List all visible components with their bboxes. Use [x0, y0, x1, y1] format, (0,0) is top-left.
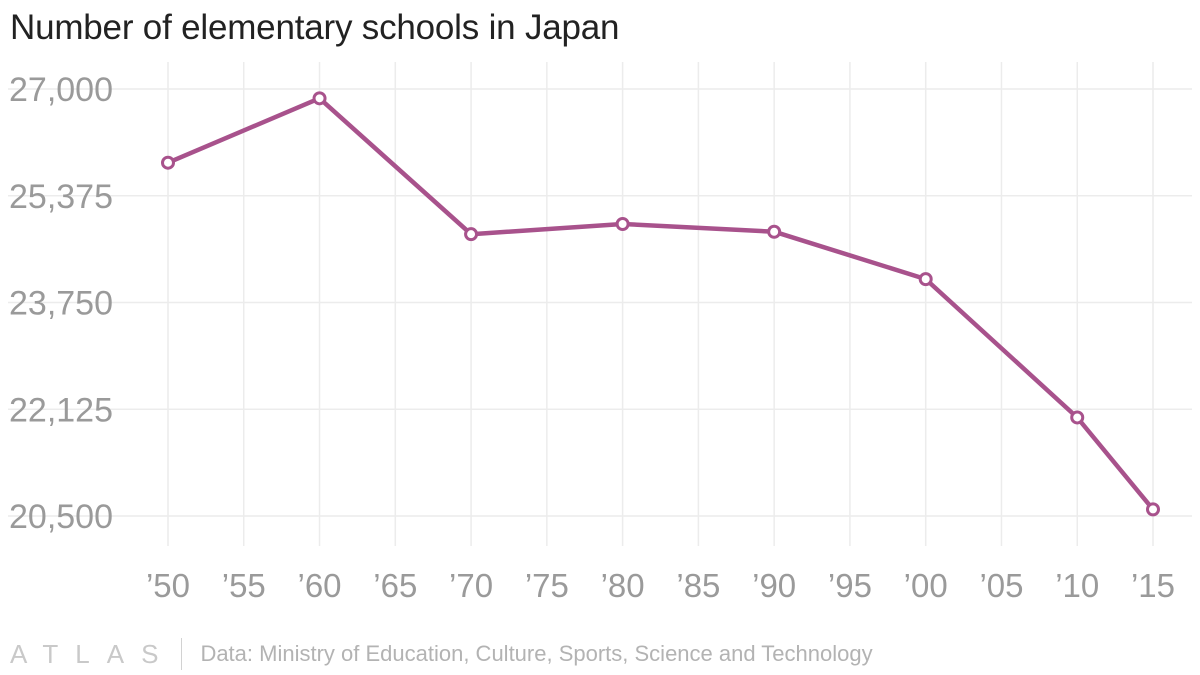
data-point-2000	[918, 272, 933, 287]
x-tick-label-6: ’80	[601, 567, 645, 604]
data-point-1960	[312, 91, 327, 106]
data-point-2010	[1070, 410, 1085, 425]
grid-lines	[8, 62, 1192, 546]
data-point-2015	[1146, 502, 1160, 517]
x-tick-label-1: ’55	[222, 567, 266, 604]
series-line	[165, 96, 1156, 512]
footer: ATLAS Data: Ministry of Education, Cultu…	[10, 636, 873, 672]
x-tick-label-9: ’95	[828, 567, 872, 604]
x-tick-label-3: ’65	[373, 567, 417, 604]
data-point-1950	[161, 155, 175, 170]
x-tick-label-11: ’05	[979, 567, 1023, 604]
line-chart: 20,500 22,125 23,750 25,375 27,000 ’50 ’55 ’60…	[8, 62, 1192, 604]
x-axis-ticks: ’50 ’55 ’60 ’65 ’70 ’75 ’80 ’85 ’90 ’95 ’00 ’05 ’10 ’…	[146, 567, 1175, 604]
x-tick-label-12: ’10	[1055, 567, 1099, 604]
x-tick-label-13: ’15	[1131, 567, 1175, 604]
y-tick-label-4: 27,000	[9, 71, 113, 109]
data-point-1980	[615, 216, 630, 231]
y-tick-label-3: 25,375	[9, 178, 113, 216]
data-point-1970	[464, 227, 479, 242]
x-tick-label-8: ’90	[752, 567, 796, 604]
x-tick-label-4: ’70	[449, 567, 493, 604]
x-tick-label-0: ’50	[146, 567, 190, 604]
atlas-logo: ATLAS	[10, 638, 176, 669]
chart-title: Number of elementary schools in Japan	[10, 8, 620, 47]
x-tick-label-7: ’85	[676, 567, 720, 604]
y-tick-label-1: 22,125	[9, 391, 113, 429]
data-point-1990	[767, 224, 782, 239]
x-tick-label-10: ’00	[904, 567, 948, 604]
y-axis-ticks: 20,500 22,125 23,750 25,375 27,000	[9, 71, 113, 536]
x-tick-label-2: ’60	[298, 567, 342, 604]
y-tick-label-0: 20,500	[9, 498, 113, 536]
source-note: Data: Ministry of Education, Culture, Sp…	[200, 641, 873, 666]
series-elementary-schools	[161, 91, 1160, 517]
y-tick-label-2: 23,750	[9, 285, 113, 323]
footer-separator	[181, 638, 183, 670]
x-tick-label-5: ’75	[525, 567, 569, 604]
